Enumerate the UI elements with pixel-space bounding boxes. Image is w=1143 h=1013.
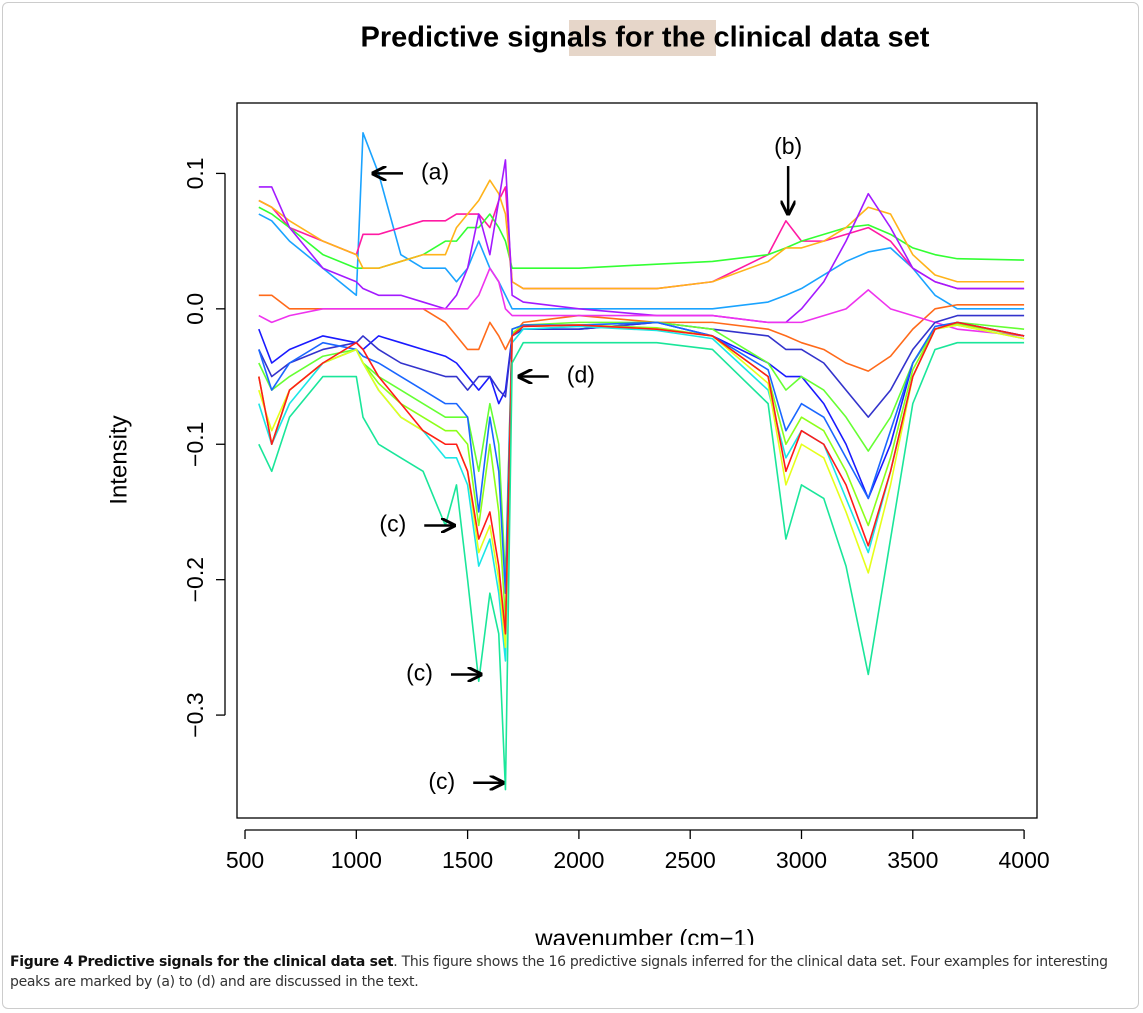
x-tick-label: 2000	[553, 847, 604, 873]
lines	[258, 131, 1025, 791]
plot-box	[236, 102, 1038, 819]
y-tick-label: 0.0	[182, 293, 208, 325]
chart: Predictive signals for the clinical data…	[105, 20, 1050, 945]
series-line	[258, 294, 1025, 372]
series-line	[258, 186, 1025, 290]
series-line	[258, 179, 1025, 290]
y-tick-label: −0.1	[182, 422, 208, 467]
x-tick-label: 3500	[887, 847, 938, 873]
series-line	[258, 341, 1025, 791]
x-tick-label: 1500	[442, 847, 493, 873]
annotation-label: (b)	[774, 133, 802, 159]
x-tick-label: 3000	[776, 847, 827, 873]
series-line	[258, 159, 1025, 324]
series-line	[258, 131, 1025, 310]
title-highlight	[569, 20, 716, 56]
series-line	[258, 206, 1025, 270]
caption-text: . This figure shows the 16 predictive si…	[10, 954, 1108, 990]
series-line	[258, 267, 1025, 337]
chart-title: Predictive signals for the clinical data…	[361, 22, 930, 54]
annotation-label: (c)	[428, 768, 455, 794]
caption: Figure 4 Predictive signals for the clin…	[10, 952, 1135, 992]
x-tick-label: 1000	[331, 847, 382, 873]
series-line	[258, 321, 1025, 635]
annotation-label: (c)	[406, 660, 433, 686]
series-line	[258, 314, 1025, 418]
annotation-label: (d)	[567, 362, 595, 388]
series-line	[258, 321, 1025, 500]
y-tick-label: −0.2	[182, 557, 208, 602]
y-tick-label: 0.1	[182, 157, 208, 189]
annotation-label: (a)	[421, 158, 449, 184]
x-tick-label: 2500	[665, 847, 716, 873]
annotation-label: (c)	[379, 511, 406, 537]
caption-label: Figure 4 Predictive signals for the clin…	[10, 954, 394, 970]
x-axis-label: wavenumber (cm−1)	[534, 925, 754, 945]
y-tick-label: −0.3	[182, 692, 208, 737]
series-line	[258, 321, 1025, 595]
y-axis-label: Intensity	[105, 415, 132, 504]
x-tick-label: 500	[226, 847, 264, 873]
x-tick-label: 4000	[999, 847, 1050, 873]
